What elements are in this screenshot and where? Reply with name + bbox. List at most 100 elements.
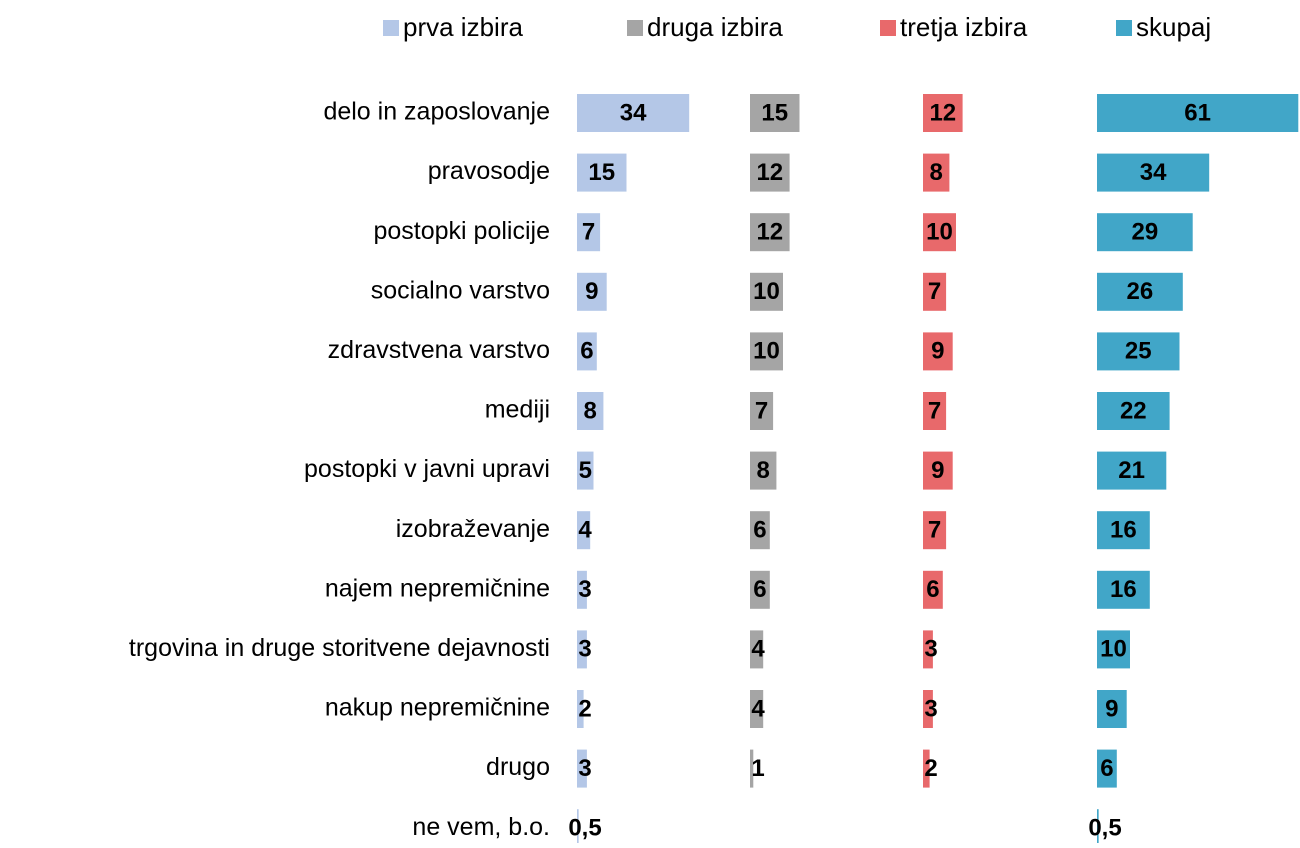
bar xyxy=(923,153,950,192)
category-label: mediji xyxy=(485,396,550,424)
data-label: 6 xyxy=(580,338,593,365)
bar xyxy=(1097,630,1130,669)
legend-label: prva izbira xyxy=(403,12,523,42)
bar xyxy=(577,690,584,728)
bar xyxy=(577,809,579,848)
category-label: postopki v javni upravi xyxy=(304,455,550,483)
bar xyxy=(1097,511,1150,550)
bar xyxy=(923,690,933,728)
bar xyxy=(923,749,930,788)
data-label: 10 xyxy=(753,338,780,365)
data-label: 29 xyxy=(1131,219,1158,246)
data-label: 2 xyxy=(578,695,591,722)
data-label: 9 xyxy=(585,278,598,305)
legend-label: druga izbira xyxy=(647,12,783,42)
data-label: 7 xyxy=(928,397,941,424)
bar xyxy=(577,153,627,192)
data-label: 10 xyxy=(1100,636,1127,663)
bar xyxy=(750,94,800,132)
category-label: zdravstvena varstvo xyxy=(328,336,550,364)
bar xyxy=(1097,570,1150,609)
data-label: 16 xyxy=(1110,576,1137,603)
bar xyxy=(750,272,783,311)
data-label: 12 xyxy=(756,219,783,246)
bar xyxy=(1097,749,1117,788)
data-label: 10 xyxy=(753,278,780,305)
bar xyxy=(750,570,770,609)
bar xyxy=(750,749,754,788)
bar xyxy=(577,94,690,132)
data-label: 7 xyxy=(928,517,941,544)
category-label: drugo xyxy=(486,753,550,781)
category-label: nakup nepremičnine xyxy=(325,694,550,722)
bar xyxy=(923,630,933,669)
bar xyxy=(923,332,953,371)
bar xyxy=(577,511,591,550)
bar xyxy=(1097,272,1183,311)
data-label: 15 xyxy=(761,99,788,126)
data-label: 6 xyxy=(926,576,939,603)
data-label: 9 xyxy=(931,338,944,365)
bar xyxy=(1097,809,1099,848)
category-label: postopki policije xyxy=(374,217,551,245)
bar xyxy=(577,749,587,788)
bar xyxy=(923,392,947,430)
bar xyxy=(750,332,783,371)
data-label: 7 xyxy=(928,278,941,305)
bar xyxy=(577,392,604,430)
bar xyxy=(1097,690,1127,728)
data-label: 34 xyxy=(1140,159,1167,186)
data-label: 3 xyxy=(924,695,937,722)
bar xyxy=(1097,332,1180,371)
data-label: 8 xyxy=(930,159,943,186)
bar xyxy=(1097,451,1167,490)
data-label: 4 xyxy=(751,695,765,722)
data-label: 15 xyxy=(588,159,615,186)
bar xyxy=(750,511,770,550)
bar xyxy=(923,570,943,609)
bar xyxy=(750,690,764,728)
bar xyxy=(1097,213,1193,252)
category-label: najem nepremičnine xyxy=(325,574,550,602)
data-label: 34 xyxy=(620,99,647,126)
data-label: 6 xyxy=(1100,755,1113,782)
category-label: socialno varstvo xyxy=(371,276,550,304)
data-label: 3 xyxy=(578,755,591,782)
data-label: 2 xyxy=(924,755,937,782)
data-label: 4 xyxy=(578,517,592,544)
data-label: 16 xyxy=(1110,517,1137,544)
data-label: 0,5 xyxy=(568,815,601,842)
data-label: 7 xyxy=(582,219,595,246)
bar xyxy=(577,451,594,490)
bar xyxy=(923,511,947,550)
data-label: 22 xyxy=(1120,397,1147,424)
data-label: 3 xyxy=(578,636,591,663)
data-label: 8 xyxy=(584,397,597,424)
data-label: 7 xyxy=(755,397,768,424)
legend-swatch xyxy=(627,20,643,36)
bar xyxy=(750,392,774,430)
data-label: 12 xyxy=(929,99,956,126)
data-label: 10 xyxy=(926,219,953,246)
bar xyxy=(923,213,956,252)
bar xyxy=(750,213,790,252)
bar xyxy=(923,451,953,490)
category-label: ne vem, b.o. xyxy=(412,813,550,841)
category-label: izobraževanje xyxy=(396,515,550,543)
data-label: 21 xyxy=(1118,457,1145,484)
bar xyxy=(923,272,947,311)
bar xyxy=(1097,153,1210,192)
bar xyxy=(577,213,601,252)
bar xyxy=(577,630,587,669)
bar xyxy=(1097,392,1170,430)
data-label: 26 xyxy=(1127,278,1154,305)
bar xyxy=(923,94,963,132)
legend-swatch xyxy=(1116,20,1132,36)
data-label: 5 xyxy=(579,457,592,484)
legend-swatch xyxy=(383,20,399,36)
legend-label: skupaj xyxy=(1136,12,1211,42)
data-label: 3 xyxy=(924,636,937,663)
data-label: 9 xyxy=(931,457,944,484)
data-label: 25 xyxy=(1125,338,1152,365)
